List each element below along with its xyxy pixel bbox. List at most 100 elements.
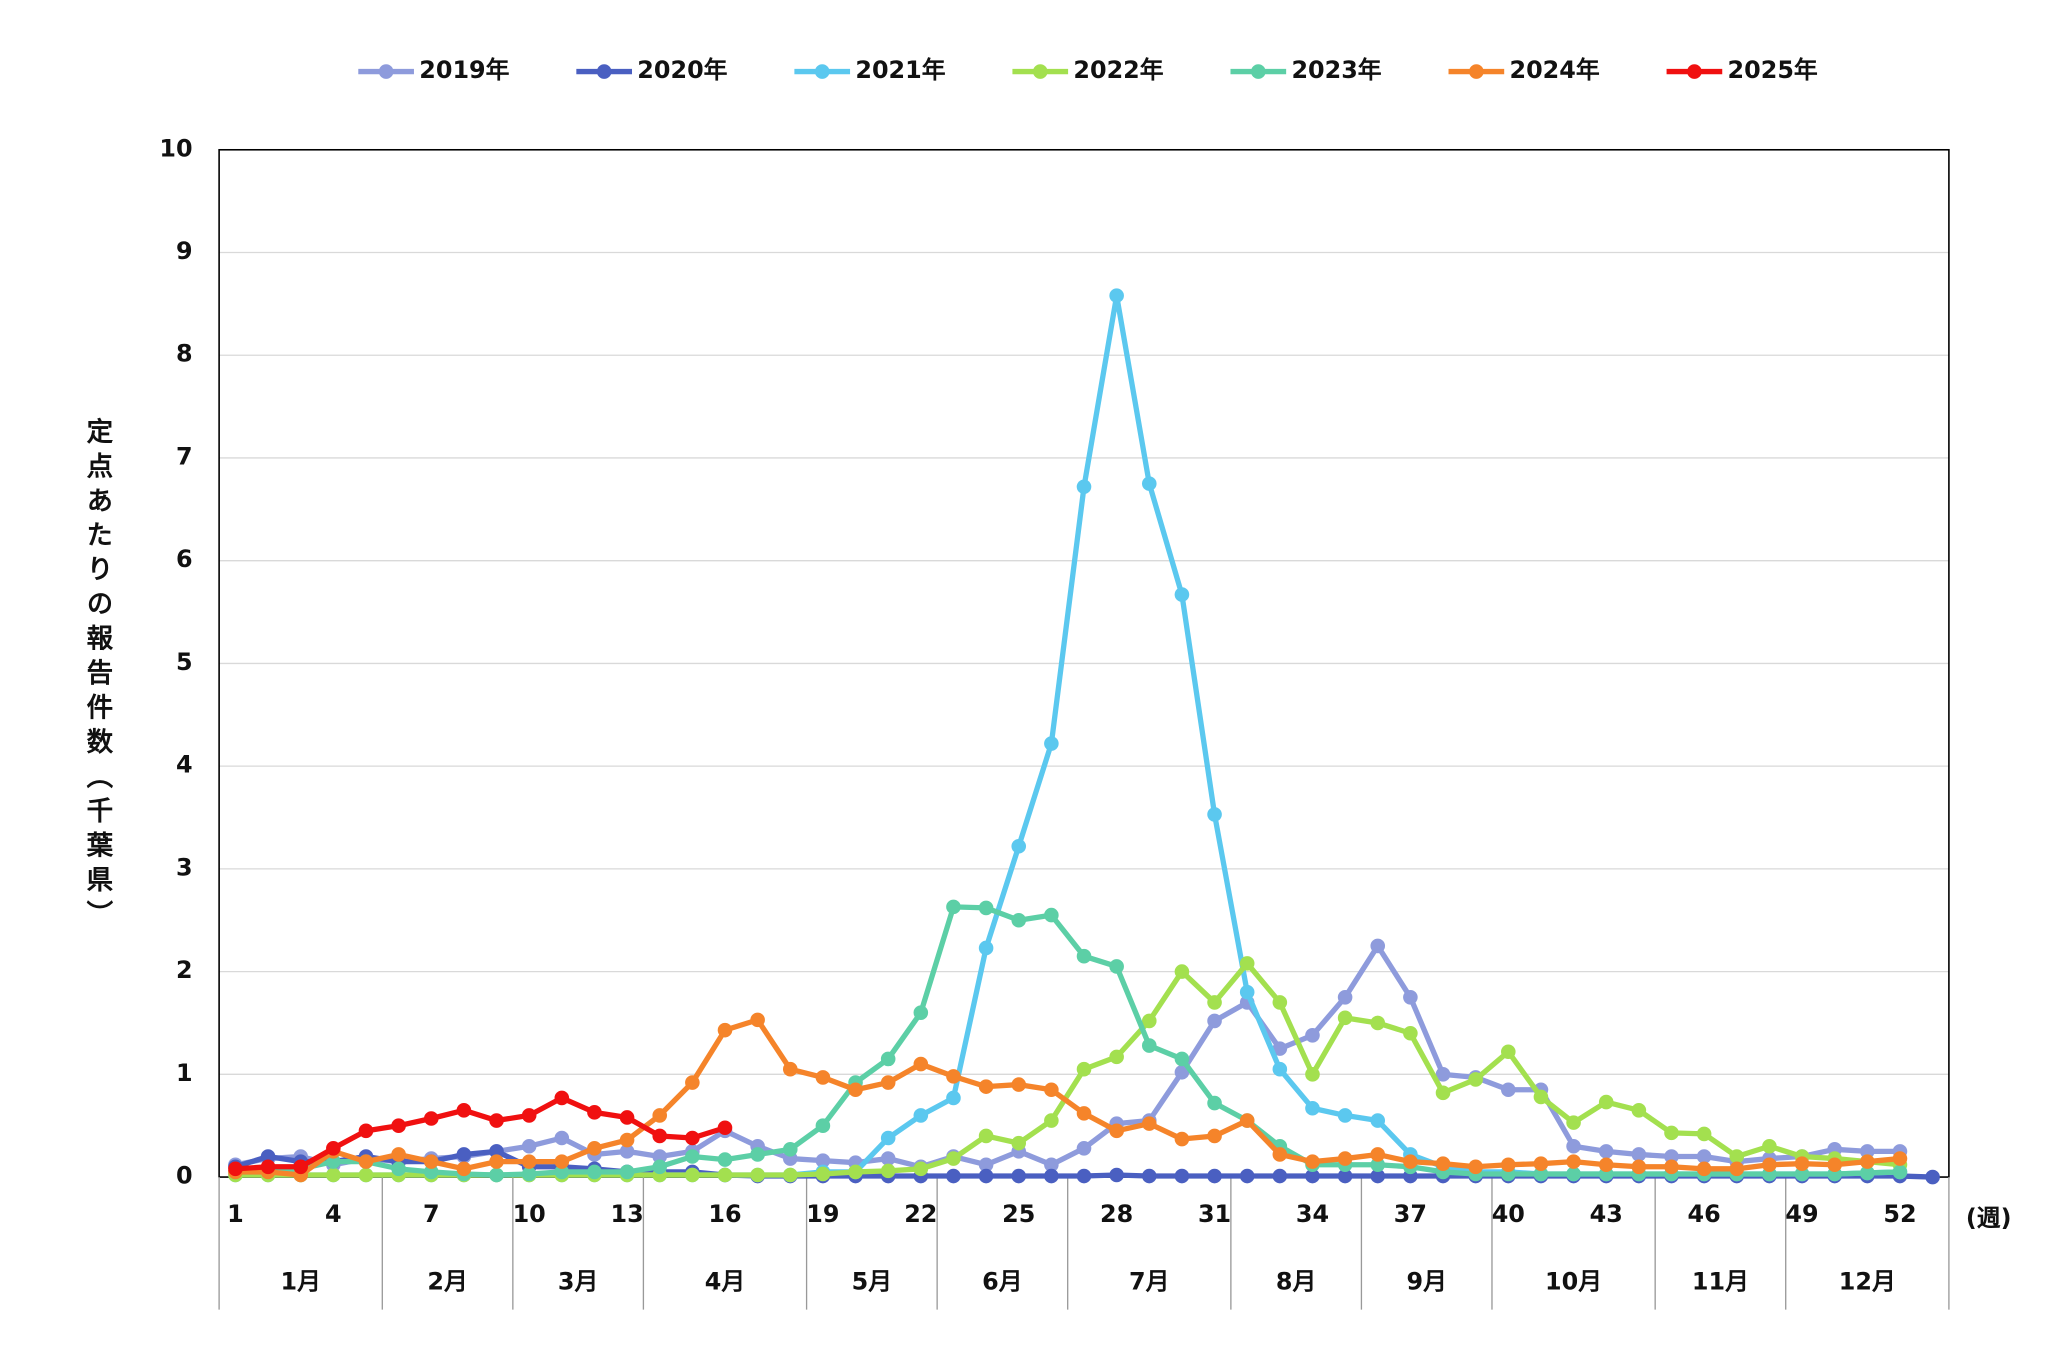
data-point <box>1011 1168 1027 1184</box>
data-point <box>1109 1167 1124 1183</box>
data-point <box>750 1147 765 1162</box>
data-point <box>685 1149 700 1164</box>
data-point <box>913 1056 929 1072</box>
legend-label: 2020年 <box>637 56 727 84</box>
data-point <box>1305 1168 1320 1184</box>
month-label: 8月 <box>1276 1268 1316 1296</box>
data-point <box>1207 1013 1222 1029</box>
series-line <box>235 904 1901 1178</box>
data-point <box>619 1110 635 1125</box>
data-point <box>1174 1168 1190 1184</box>
legend-label: 2021年 <box>855 56 945 84</box>
month-label: 3月 <box>558 1268 598 1296</box>
data-point <box>1762 1157 1777 1173</box>
data-point <box>1664 1159 1679 1175</box>
data-point <box>1044 1168 1059 1184</box>
data-point <box>946 1090 961 1106</box>
legend-marker <box>1032 64 1048 79</box>
data-point <box>1337 1108 1353 1123</box>
data-point <box>1370 1015 1386 1031</box>
data-point <box>913 1005 929 1020</box>
x-tick-label: 1 <box>227 1200 244 1228</box>
month-label: 5月 <box>852 1268 892 1296</box>
data-point <box>423 1164 439 1180</box>
data-point <box>326 1154 341 1169</box>
data-point <box>1109 1049 1124 1065</box>
data-point <box>913 1161 929 1177</box>
data-point <box>228 1161 243 1177</box>
x-tick-label: 13 <box>610 1200 643 1228</box>
data-point <box>717 1120 733 1136</box>
data-point <box>1435 1067 1451 1082</box>
data-point <box>1794 1156 1810 1171</box>
data-point <box>326 1141 341 1156</box>
month-label: 4月 <box>705 1268 745 1296</box>
x-tick-label: 37 <box>1394 1200 1427 1228</box>
data-point <box>880 1051 896 1067</box>
data-point <box>489 1113 504 1128</box>
x-tick-label: 4 <box>325 1200 342 1228</box>
data-point <box>717 1152 733 1167</box>
data-point <box>652 1149 668 1164</box>
y-tick-label: 2 <box>176 956 193 984</box>
data-point <box>880 1151 896 1166</box>
legend-marker <box>1687 64 1702 79</box>
data-point <box>1501 1157 1516 1173</box>
data-point <box>1174 1064 1190 1080</box>
data-point <box>1109 1123 1124 1139</box>
series-line <box>235 1095 726 1172</box>
data-point <box>1305 1028 1320 1043</box>
data-point <box>1239 1113 1255 1128</box>
data-point <box>685 1130 700 1146</box>
data-point <box>1631 1159 1647 1175</box>
data-point <box>619 1132 635 1148</box>
data-point <box>554 1090 570 1106</box>
data-point <box>1403 1025 1418 1041</box>
data-point <box>1435 1085 1451 1101</box>
data-point <box>880 1163 896 1179</box>
data-point <box>880 1130 896 1146</box>
x-tick-label: 25 <box>1002 1200 1035 1228</box>
x-tick-label: 7 <box>423 1200 440 1228</box>
x-tick-label: 16 <box>708 1200 741 1228</box>
data-point <box>1239 984 1255 1000</box>
legend-label: 2022年 <box>1073 56 1163 84</box>
data-point <box>1370 1168 1386 1184</box>
data-point <box>946 1151 961 1166</box>
data-point <box>1174 1131 1190 1147</box>
data-point <box>652 1159 668 1175</box>
data-point <box>1141 1168 1157 1184</box>
data-point <box>815 1070 831 1085</box>
data-point <box>978 900 994 916</box>
data-point <box>1076 1168 1092 1184</box>
y-tick-label: 4 <box>176 751 193 779</box>
data-point <box>358 1167 374 1183</box>
data-point <box>358 1123 374 1139</box>
data-point <box>1305 1154 1320 1169</box>
data-point <box>750 1167 765 1183</box>
month-label: 10月 <box>1545 1268 1602 1296</box>
data-point <box>1729 1161 1745 1177</box>
data-point <box>848 1164 863 1180</box>
data-point <box>1239 1168 1255 1184</box>
data-point <box>1501 1082 1516 1098</box>
data-point <box>1044 736 1059 751</box>
data-point <box>652 1128 668 1144</box>
data-point <box>1076 948 1092 964</box>
data-point <box>293 1159 308 1175</box>
legend-marker <box>596 64 612 79</box>
data-point <box>1044 907 1059 923</box>
data-point <box>1566 1115 1581 1130</box>
data-point <box>1892 1164 1908 1180</box>
data-point <box>1272 1147 1288 1162</box>
data-point <box>1076 1061 1092 1077</box>
data-point <box>1044 1113 1059 1128</box>
x-tick-label: 22 <box>904 1200 937 1228</box>
data-point <box>1141 1116 1157 1131</box>
x-tick-label: 49 <box>1785 1200 1818 1228</box>
data-point <box>1174 964 1190 979</box>
month-label: 6月 <box>982 1268 1022 1296</box>
data-point <box>1044 1157 1059 1173</box>
data-point <box>456 1102 472 1118</box>
